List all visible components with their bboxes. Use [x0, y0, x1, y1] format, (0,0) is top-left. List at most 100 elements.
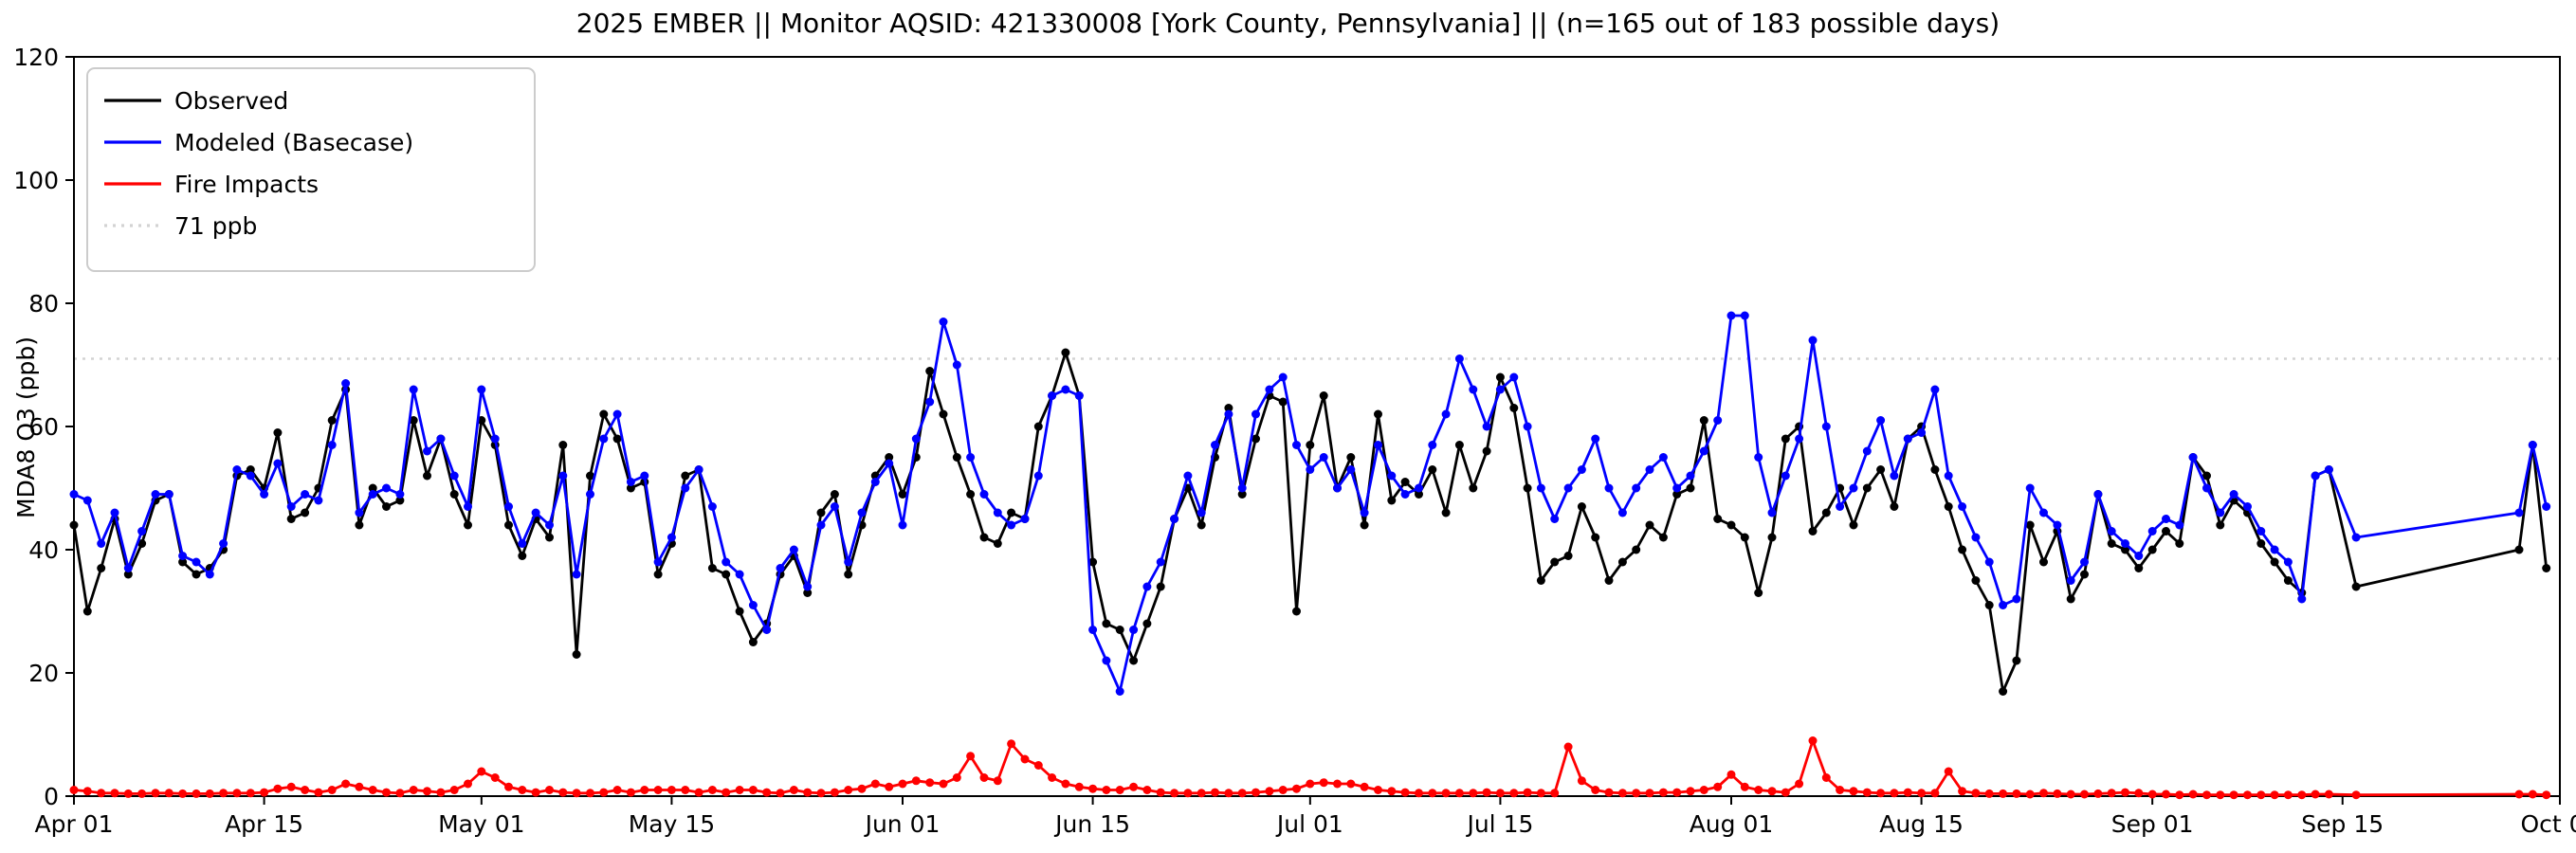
data-point-marker: [1767, 533, 1777, 542]
data-point-marker: [816, 520, 826, 530]
data-point-marker: [789, 786, 798, 794]
data-point-marker: [885, 782, 894, 791]
data-point-marker: [1156, 788, 1165, 797]
data-point-marker: [192, 789, 201, 798]
data-point-marker: [151, 789, 160, 798]
data-point-marker: [1713, 416, 1723, 425]
data-point-marker: [1849, 483, 1858, 493]
data-point-marker: [1278, 786, 1288, 794]
data-point-marker: [1033, 471, 1043, 481]
y-tick-label: 60: [28, 413, 59, 441]
data-point-marker: [1604, 576, 1614, 585]
data-point-marker: [1211, 441, 1219, 449]
data-point-marker: [1523, 788, 1532, 797]
data-point-marker: [952, 773, 961, 782]
data-point-marker: [2188, 789, 2198, 799]
data-point-marker: [2270, 790, 2279, 800]
data-point-marker: [409, 385, 418, 394]
data-point-marker: [2542, 564, 2551, 572]
y-tick-label: 40: [28, 536, 59, 564]
data-point-marker: [2175, 790, 2184, 800]
data-point-marker: [1265, 787, 1274, 796]
data-point-marker: [1781, 471, 1790, 481]
data-point-marker: [1563, 742, 1573, 752]
data-point-marker: [1346, 465, 1356, 474]
data-point-marker: [2351, 582, 2361, 591]
data-point-marker: [1999, 687, 2008, 696]
data-point-marker: [1156, 557, 1165, 567]
data-point-marker: [1129, 656, 1139, 665]
data-point-marker: [1061, 348, 1070, 357]
data-point-marker: [1400, 490, 1410, 499]
data-point-marker: [232, 465, 242, 474]
data-point-marker: [586, 471, 594, 481]
data-point-marker: [2012, 656, 2021, 665]
data-point-marker: [82, 496, 92, 505]
data-point-marker: [1360, 508, 1369, 517]
data-point-marker: [707, 564, 717, 572]
data-point-marker: [1591, 533, 1600, 542]
data-point-marker: [409, 416, 418, 425]
data-point-marker: [464, 502, 472, 511]
data-point-marker: [518, 552, 527, 560]
data-point-marker: [1550, 789, 1560, 798]
series-observed: [69, 348, 2551, 696]
data-point-marker: [1808, 336, 1818, 345]
data-point-marker: [1400, 788, 1410, 797]
data-point-marker: [2147, 527, 2157, 535]
legend-label: 71 ppb: [174, 212, 257, 240]
data-point-marker: [273, 428, 283, 437]
data-point-marker: [97, 539, 106, 548]
data-point-marker: [966, 453, 976, 462]
data-point-marker: [1767, 787, 1777, 796]
data-point-marker: [1102, 619, 1111, 628]
x-tick-label: Sep 01: [2111, 810, 2194, 838]
data-point-marker: [2229, 790, 2238, 800]
legend-label: Fire Impacts: [174, 171, 319, 198]
data-point-marker: [1088, 626, 1098, 634]
data-point-marker: [123, 564, 133, 572]
data-point-marker: [1645, 465, 1654, 474]
data-point-marker: [979, 533, 989, 542]
data-point-marker: [2542, 790, 2551, 800]
data-point-marker: [1115, 687, 1124, 696]
data-point-marker: [1740, 782, 1749, 791]
x-tick-label: Jul 15: [1465, 810, 1533, 838]
data-point-marker: [2188, 453, 2198, 462]
data-point-marker: [1048, 391, 1057, 400]
data-point-marker: [449, 786, 459, 794]
data-point-marker: [803, 788, 813, 797]
data-point-marker: [1495, 372, 1505, 382]
data-point-marker: [2311, 471, 2320, 481]
data-point-marker: [1088, 784, 1098, 793]
data-point-marker: [2528, 441, 2537, 449]
data-point-marker: [2121, 539, 2129, 548]
data-point-marker: [1726, 311, 1736, 320]
data-point-marker: [681, 786, 690, 794]
data-point-marker: [1237, 490, 1247, 499]
data-point-marker: [830, 490, 839, 499]
data-point-marker: [409, 786, 418, 794]
data-point-marker: [1346, 779, 1356, 789]
data-point-marker: [2121, 788, 2129, 797]
data-point-marker: [2202, 483, 2211, 493]
data-point-marker: [1862, 788, 1872, 797]
data-point-marker: [2256, 790, 2266, 800]
y-tick-label: 20: [28, 660, 59, 687]
data-point-marker: [626, 483, 635, 493]
axes: Apr 01 Apr 15 May 01 May 15 Jun 01 Jun 15 Jul …: [13, 44, 2576, 838]
data-point-marker: [232, 789, 242, 798]
data-point-marker: [640, 471, 649, 481]
data-point-marker: [1374, 786, 1382, 794]
data-point-marker: [1074, 391, 1084, 400]
data-point-marker: [504, 520, 513, 530]
data-point-marker: [735, 570, 744, 579]
data-point-marker: [2256, 527, 2266, 535]
data-point-marker: [1007, 508, 1016, 517]
data-point-marker: [2243, 790, 2252, 800]
data-point-marker: [1754, 453, 1763, 462]
data-point-marker: [1903, 434, 1912, 444]
data-point-marker: [1251, 434, 1260, 444]
data-point-marker: [2039, 508, 2048, 517]
data-point-marker: [1523, 422, 1532, 431]
